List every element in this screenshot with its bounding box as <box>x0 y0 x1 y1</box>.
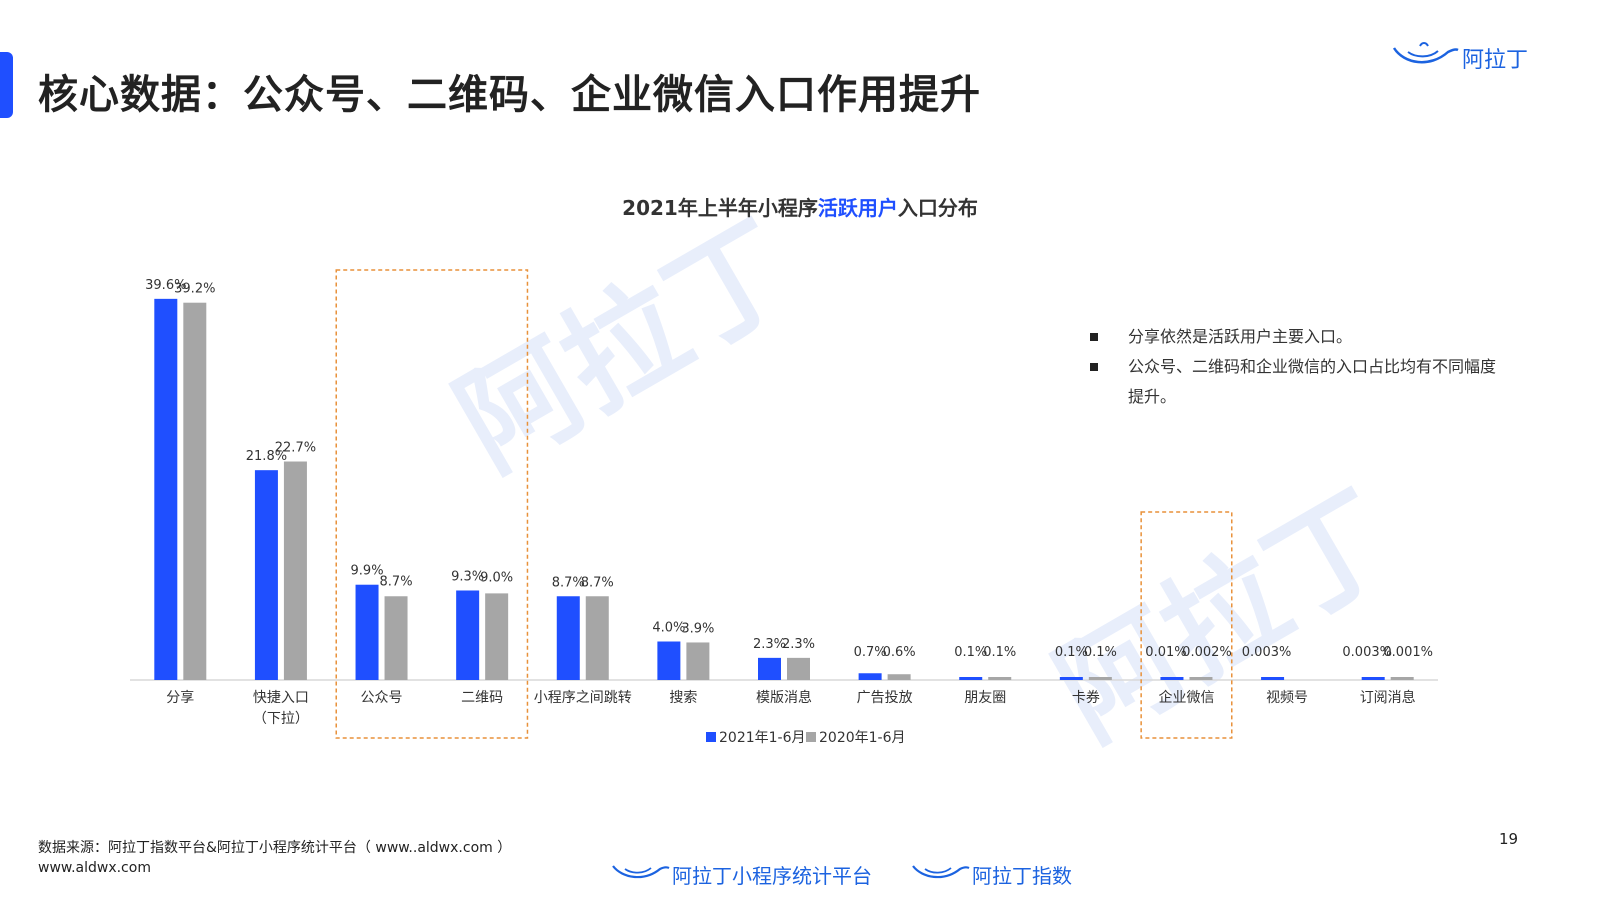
footer-logo-text: 阿拉丁小程序统计平台 <box>672 864 872 888</box>
legend-swatch <box>806 732 816 742</box>
bar <box>1390 677 1414 680</box>
x-tick-label: 朋友圈 <box>964 690 1006 706</box>
data-label: 0.6% <box>883 645 916 660</box>
bar <box>456 590 480 680</box>
bar <box>887 674 911 680</box>
page-number: 19 <box>1499 830 1519 848</box>
data-label: 3.9% <box>681 621 714 636</box>
bar <box>657 641 681 680</box>
footer-logo-stats-platform: 阿拉丁小程序统计平台 <box>610 858 872 888</box>
source-url: www.aldwx.com <box>38 860 151 876</box>
note-item: 公众号、二维码和企业微信的入口占比均有不同幅度提升。 <box>1090 352 1500 412</box>
chart-title-prefix: 2021年上半年小程序 <box>622 196 818 220</box>
x-tick-label: 小程序之间跳转 <box>534 690 632 706</box>
bar <box>1160 677 1184 680</box>
brand-logo-text: 阿拉丁 <box>1462 48 1529 73</box>
footer-logo-text: 阿拉丁指数 <box>972 864 1072 888</box>
page-title: 核心数据：公众号、二维码、企业微信入口作用提升 <box>38 72 981 118</box>
bar <box>556 596 580 680</box>
data-label: 8.7% <box>581 575 614 590</box>
data-label: 0.003% <box>1242 645 1292 660</box>
data-label: 22.7% <box>275 441 316 456</box>
data-label: 8.7% <box>380 574 413 589</box>
magic-lamp-icon <box>912 865 970 879</box>
x-tick-label: 模版消息 <box>756 689 812 706</box>
chart-title-highlight: 活跃用户 <box>817 196 898 220</box>
note-text: 分享依然是活跃用户主要入口。 <box>1128 327 1353 346</box>
bar <box>154 298 178 680</box>
data-label: 0.7% <box>854 645 887 660</box>
x-tick-label: 广告投放 <box>857 690 913 706</box>
note-item: 分享依然是活跃用户主要入口。 <box>1090 322 1500 352</box>
bar <box>686 642 710 680</box>
data-label: 0.1% <box>1055 645 1088 660</box>
data-label: 0.003% <box>1342 645 1392 660</box>
x-tick-label: （下拉） <box>253 711 309 727</box>
bar <box>1261 677 1285 680</box>
bar <box>1088 677 1112 680</box>
source-line: 数据来源：阿拉丁指数平台&阿拉丁小程序统计平台（ www..aldwx.com … <box>38 840 512 856</box>
bar <box>988 677 1012 680</box>
square-bullet-icon <box>1090 333 1098 341</box>
footer-logo-index: 阿拉丁指数 <box>910 858 1100 888</box>
x-tick-label: 企业微信 <box>1158 689 1214 706</box>
data-label: 0.002% <box>1182 645 1232 660</box>
x-tick-label: 搜索 <box>669 689 697 706</box>
bar <box>1361 677 1385 680</box>
bar <box>384 596 408 680</box>
data-label: 21.8% <box>246 449 287 464</box>
data-label: 9.3% <box>451 569 484 584</box>
data-label: 0.1% <box>983 645 1016 660</box>
bar <box>959 677 983 680</box>
brand-logo: 阿拉丁 <box>1390 38 1560 78</box>
data-label: 4.0% <box>652 621 685 636</box>
x-tick-label: 快捷入口 <box>253 690 309 706</box>
x-tick-label: 卡券 <box>1072 690 1100 706</box>
chart-title: 2021年上半年小程序活跃用户入口分布 <box>0 192 1600 221</box>
data-label: 0.1% <box>1084 645 1117 660</box>
x-tick-label: 公众号 <box>361 690 403 706</box>
bar <box>485 593 509 680</box>
title-accent-bar <box>0 52 13 118</box>
legend-label: 2020年1-6月 <box>819 730 906 746</box>
bar <box>758 657 781 680</box>
data-label: 8.7% <box>552 575 585 590</box>
data-label: 2.3% <box>753 637 786 652</box>
notes-list: 分享依然是活跃用户主要入口。 公众号、二维码和企业微信的入口占比均有不同幅度提升… <box>1090 322 1500 412</box>
x-tick-label: 分享 <box>166 689 194 706</box>
data-label: 9.9% <box>351 564 384 579</box>
data-source: 数据来源：阿拉丁指数平台&阿拉丁小程序统计平台（ www..aldwx.com … <box>38 838 511 878</box>
data-label: 9.0% <box>480 570 513 585</box>
highlight-box <box>1140 511 1233 739</box>
bar <box>355 584 379 680</box>
bar <box>787 657 810 680</box>
bar <box>585 596 609 680</box>
square-bullet-icon <box>1090 363 1098 371</box>
bar <box>183 302 207 680</box>
data-label: 0.001% <box>1383 645 1433 660</box>
magic-lamp-icon <box>612 865 670 879</box>
x-tick-label: 视频号 <box>1266 690 1308 706</box>
x-tick-label: 订阅消息 <box>1360 689 1416 706</box>
bar <box>1189 677 1213 680</box>
data-label: 39.6% <box>145 278 186 293</box>
data-label: 2.3% <box>782 637 815 652</box>
bar <box>254 470 278 680</box>
legend-swatch <box>706 732 716 742</box>
bar <box>858 673 882 680</box>
data-label: 0.01% <box>1145 645 1186 660</box>
bar <box>1059 677 1083 680</box>
chart-title-suffix: 入口分布 <box>897 196 978 220</box>
magic-lamp-icon <box>1392 42 1459 64</box>
bar <box>283 461 307 680</box>
legend-label: 2021年1-6月 <box>719 730 806 746</box>
data-label: 39.2% <box>174 282 215 297</box>
x-tick-label: 二维码 <box>461 690 503 706</box>
data-label: 0.1% <box>954 645 987 660</box>
note-text: 公众号、二维码和企业微信的入口占比均有不同幅度提升。 <box>1128 357 1497 406</box>
